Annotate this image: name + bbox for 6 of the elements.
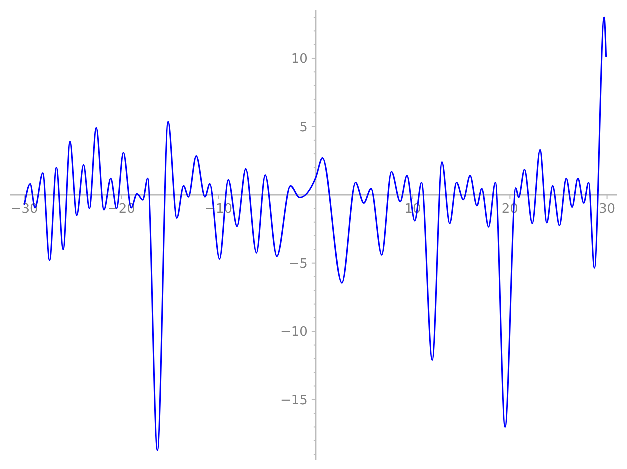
y-tick-label: −5	[288, 256, 308, 272]
y-tick-label: −15	[280, 393, 308, 408]
y-tick-label: −10	[280, 325, 308, 340]
y-tick-label: 10	[291, 52, 308, 68]
y-tick-label: 5	[300, 120, 308, 136]
x-tick-label: 30	[599, 202, 616, 218]
